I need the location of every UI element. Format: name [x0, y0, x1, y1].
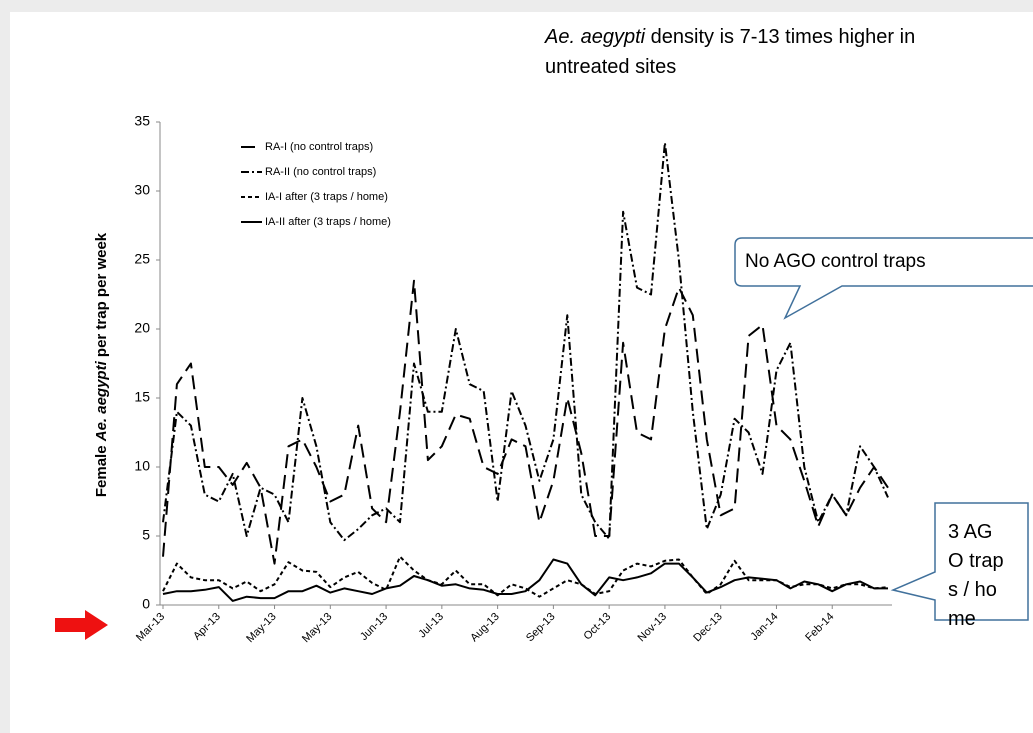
y-label-part: Female — [93, 445, 110, 497]
y-tick-label: 20 — [134, 320, 150, 336]
headline-italic: Ae. aegypti — [545, 26, 646, 48]
series-line — [162, 558, 888, 602]
y-tick-label: 15 — [134, 389, 150, 405]
y-tick-label: 10 — [134, 458, 150, 474]
slide-area — [10, 12, 1033, 733]
y-label-italic: Ae. aegypti — [93, 360, 110, 442]
callout-text: No AGO control traps — [745, 251, 926, 272]
legend-label: IA-I after (3 traps / home) — [265, 191, 388, 203]
y-tick-label: 35 — [134, 113, 150, 129]
series-line — [162, 141, 889, 542]
legend-label: IA-II after (3 traps / home) — [265, 216, 391, 228]
headline-text: density is 7-13 times higher in untreate… — [545, 26, 916, 78]
y-tick-label: 25 — [134, 251, 150, 267]
y-label-part: per trap per week — [93, 232, 110, 357]
y-tick-label: 30 — [134, 182, 150, 198]
y-tick-label: 5 — [142, 527, 150, 543]
callout-box — [890, 502, 1029, 621]
legend-label: RA-I (no control traps) — [265, 141, 373, 153]
red-arrow — [55, 610, 108, 640]
series-line — [162, 279, 889, 565]
callout-box — [734, 237, 1033, 320]
y-axis-label: Female Ae. aegypti per trap per week — [93, 232, 110, 497]
headline: Ae. aegypti density is 7-13 times higher… — [545, 22, 955, 82]
callout-text: 3 AGO traps / home — [948, 521, 1004, 630]
legend-label: RA-II (no control traps) — [265, 166, 376, 178]
y-tick-label: 0 — [142, 596, 150, 612]
